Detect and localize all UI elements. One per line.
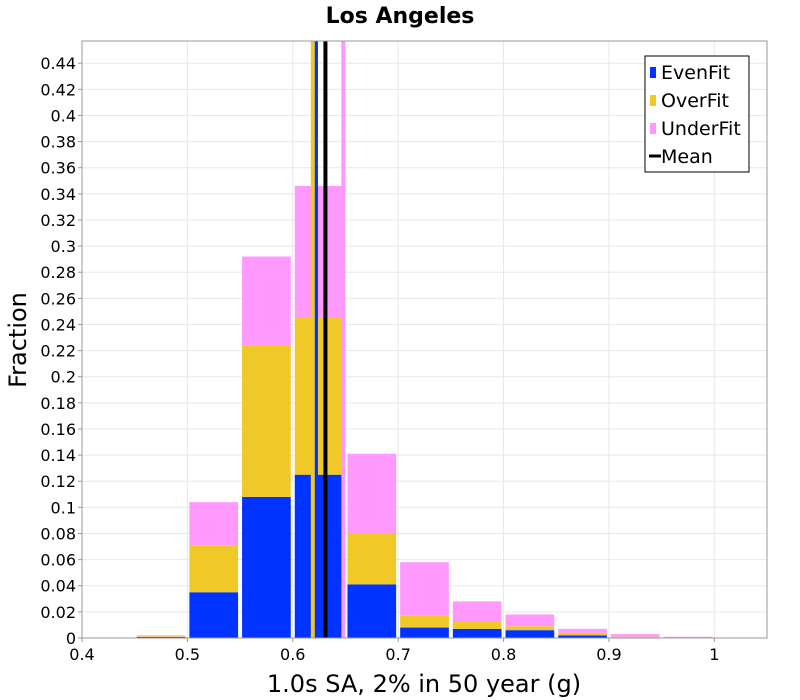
y-tick-label-11: 0.22 [40, 342, 76, 361]
y-tick-label-15: 0.3 [51, 237, 76, 256]
legend-box [644, 55, 750, 173]
y-tick-label-8: 0.16 [40, 420, 76, 439]
bar-evenfit-1 [189, 592, 239, 638]
mean-lines-group [310, 41, 346, 638]
y-tick-label-9: 0.18 [40, 394, 76, 413]
bar-underfit-1 [189, 502, 239, 546]
y-axis-title: Fraction [4, 292, 32, 388]
x-tick-label-1: 0.5 [175, 645, 200, 664]
x-tick-label-0: 0.4 [69, 645, 94, 664]
x-tick-label-3: 0.7 [385, 645, 410, 664]
legend-label-overfit: OverFit [661, 90, 729, 112]
y-tick-label-13: 0.26 [40, 289, 76, 308]
bar-overfit-2 [242, 345, 291, 497]
bar-overfit-5 [400, 615, 449, 628]
bar-overfit-0 [136, 636, 186, 637]
legend-label-evenfit: EvenFit [661, 62, 730, 84]
bar-underfit-0 [136, 635, 186, 637]
bar-evenfit-4 [347, 584, 397, 638]
x-tick-label-2: 0.6 [280, 645, 305, 664]
bar-overfit-8 [558, 632, 607, 636]
y-tick-label-16: 0.32 [40, 211, 76, 230]
y-tick-label-19: 0.38 [40, 133, 76, 152]
bar-evenfit-7 [505, 630, 555, 638]
bar-underfit-10 [663, 636, 713, 638]
bars-group [136, 186, 713, 638]
y-axis-ticks: 0 0.02 0.04 0.06 0.08 0.1 0.12 0.14 0.16 0.18 0.2 0… [40, 54, 82, 648]
x-tick-label-4: 0.8 [491, 645, 516, 664]
bar-underfit-6 [452, 601, 502, 622]
bar-overfit-4 [347, 533, 397, 585]
y-tick-label-14: 0.28 [40, 263, 76, 282]
y-tick-label-22: 0.44 [40, 54, 76, 73]
bar-evenfit-8 [558, 635, 607, 638]
bar-underfit-7 [505, 614, 555, 627]
y-tick-label-2: 0.04 [40, 577, 76, 596]
y-tick-label-6: 0.12 [40, 472, 76, 491]
x-axis-ticks: 0.4 0.5 0.6 0.7 0.8 0.9 1 [69, 638, 719, 664]
bar-overfit-9 [610, 636, 660, 638]
y-tick-label-3: 0.06 [40, 551, 76, 570]
bar-evenfit-3 [294, 474, 344, 638]
x-axis-title: 1.0s SA, 2% in 50 year (g) [267, 670, 581, 698]
bar-overfit-1 [189, 545, 239, 593]
y-tick-label-10: 0.2 [51, 368, 76, 387]
y-tick-label-20: 0.4 [51, 106, 76, 125]
legend-label-mean: Mean [661, 146, 713, 168]
legend-label-underfit: UnderFit [661, 118, 741, 140]
bar-underfit-8 [558, 628, 607, 633]
y-tick-label-17: 0.34 [40, 185, 76, 204]
bar-underfit-3 [294, 186, 344, 318]
y-tick-label-5: 0.1 [51, 498, 76, 517]
x-tick-label-5: 0.9 [596, 645, 621, 664]
bar-evenfit-5 [400, 627, 449, 638]
legend-swatch-overfit [650, 95, 656, 106]
y-tick-label-18: 0.36 [40, 159, 76, 178]
bar-overfit-7 [505, 626, 555, 631]
bar-evenfit-2 [242, 496, 291, 638]
y-tick-label-7: 0.14 [40, 446, 76, 465]
x-tick-label-6: 1 [709, 645, 719, 664]
bar-underfit-2 [242, 256, 291, 346]
y-tick-label-21: 0.42 [40, 80, 76, 99]
legend-swatch-underfit [650, 123, 656, 134]
bar-overfit-3 [294, 317, 344, 475]
plot-frame [81, 40, 768, 639]
bar-underfit-9 [610, 634, 660, 637]
chart-title: Los Angeles [326, 4, 475, 29]
bar-evenfit-0 [136, 636, 186, 638]
legend-swatch-evenfit [650, 67, 656, 78]
y-tick-label-1: 0.02 [40, 603, 76, 622]
bar-evenfit-6 [452, 628, 502, 638]
bar-underfit-5 [400, 562, 449, 616]
bar-overfit-6 [452, 621, 502, 629]
y-tick-label-0: 0 [66, 629, 76, 648]
y-tick-label-12: 0.24 [40, 315, 76, 334]
y-tick-label-4: 0.08 [40, 524, 76, 543]
legend: EvenFit OverFit UnderFit Mean [644, 55, 750, 173]
bar-underfit-4 [347, 453, 397, 534]
